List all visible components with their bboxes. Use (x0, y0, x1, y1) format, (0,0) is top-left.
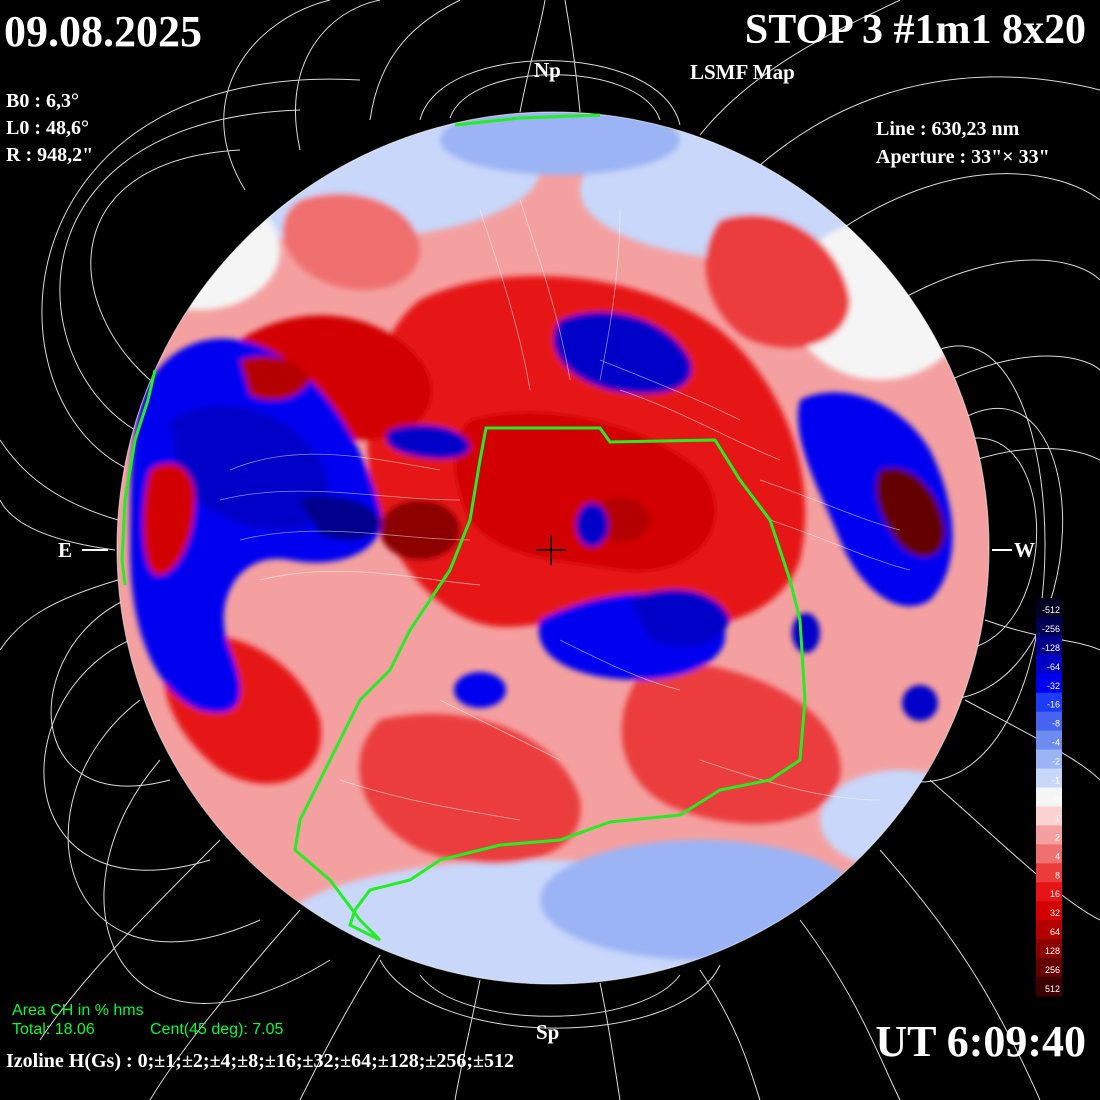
colorbar-swatch (1036, 673, 1062, 694)
west-label: W (1014, 538, 1035, 562)
ch-total: Total: 18.06 (12, 1021, 95, 1038)
colorbar-tick-label: -64 (1047, 662, 1060, 672)
colorbar-swatch (1036, 749, 1062, 770)
colorbar-swatch (1036, 654, 1062, 675)
colorbar-swatch (1036, 598, 1062, 618)
colorbar-swatch (1036, 882, 1062, 902)
colorbar-tick-label: -128 (1042, 643, 1060, 653)
colorbar-tick-label: 4 (1055, 851, 1060, 861)
colorbar-swatch (1036, 806, 1062, 826)
colorbar-swatch (1036, 787, 1062, 807)
colorbar-swatch (1036, 692, 1062, 713)
colorbar-swatch (1036, 958, 1062, 978)
observation-date: 09.08.2025 (4, 7, 202, 56)
ch-central: Cent(45 deg): 7.05 (150, 1021, 284, 1038)
colorbar-swatch (1036, 635, 1062, 656)
colorbar-tick-label: 16 (1050, 889, 1060, 899)
coronal-hole-outline (120, 113, 807, 942)
colorbar-tick-label: 256 (1045, 965, 1060, 975)
colorbar-swatch (1036, 863, 1062, 883)
colorbar: -512 -256 -128 -64 -32 -16 -8 -4 -2 -1 0 1 2 4 8 16 32 64… (1036, 598, 1062, 997)
colorbar-tick-label: -1 (1052, 776, 1060, 786)
disk-center-cross (536, 535, 566, 565)
colorbar-swatch (1036, 844, 1062, 864)
colorbar-tick-label: -16 (1047, 700, 1060, 710)
map-subtitle: LSMF Map (690, 60, 795, 84)
param-line: Line : 630,23 nm (876, 118, 1020, 140)
isoline-levels: Izoline H(Gs) : 0;±1;±2;±4;±8;±16;±32;±6… (6, 1050, 515, 1072)
param-l0: L0 : 48,6° (6, 117, 89, 139)
colorbar-tick-label: -2 (1052, 757, 1060, 767)
param-radius: R : 948,2" (6, 144, 94, 166)
south-pole-label: Sp (536, 1020, 560, 1044)
colorbar-tick-label: -4 (1052, 738, 1060, 748)
param-aperture: Aperture : 33"× 33" (876, 146, 1050, 168)
colorbar-tick-label: 2 (1055, 832, 1060, 842)
ut-time: UT 6:09:40 (875, 1017, 1086, 1066)
colorbar-swatch (1036, 730, 1062, 751)
east-label: E (58, 538, 73, 562)
colorbar-swatch (1036, 711, 1062, 732)
colorbar-tick-label: 64 (1050, 927, 1060, 937)
map-title: STOP 3 #1m1 8x20 (744, 7, 1086, 53)
colorbar-tick-label: 0 (1055, 794, 1060, 804)
ch-area-label: Area CH in % hms (12, 1002, 144, 1019)
colorbar-tick-label: 1 (1055, 813, 1060, 823)
colorbar-swatch (1036, 920, 1062, 940)
colorbar-swatch (1036, 768, 1062, 789)
north-pole-label: Np (534, 58, 561, 82)
colorbar-tick-label: -512 (1042, 605, 1060, 615)
colorbar-swatch (1036, 939, 1062, 959)
colorbar-swatch (1036, 825, 1062, 845)
colorbar-tick-label: 32 (1050, 908, 1060, 918)
colorbar-tick-label: -256 (1042, 624, 1060, 634)
colorbar-tick-label: 128 (1045, 946, 1060, 956)
colorbar-tick-label: 512 (1045, 984, 1060, 994)
param-b0: B0 : 6,3° (6, 90, 79, 112)
field-lines-disk (219, 199, 911, 821)
colorbar-swatch (1036, 901, 1062, 921)
colorbar-tick-label: 8 (1055, 870, 1060, 880)
colorbar-swatch (1036, 977, 1062, 997)
colorbar-tick-label: -8 (1052, 719, 1060, 729)
colorbar-swatch (1036, 616, 1062, 637)
disk-limb (116, 111, 990, 985)
colorbar-tick-label: -32 (1047, 681, 1060, 691)
